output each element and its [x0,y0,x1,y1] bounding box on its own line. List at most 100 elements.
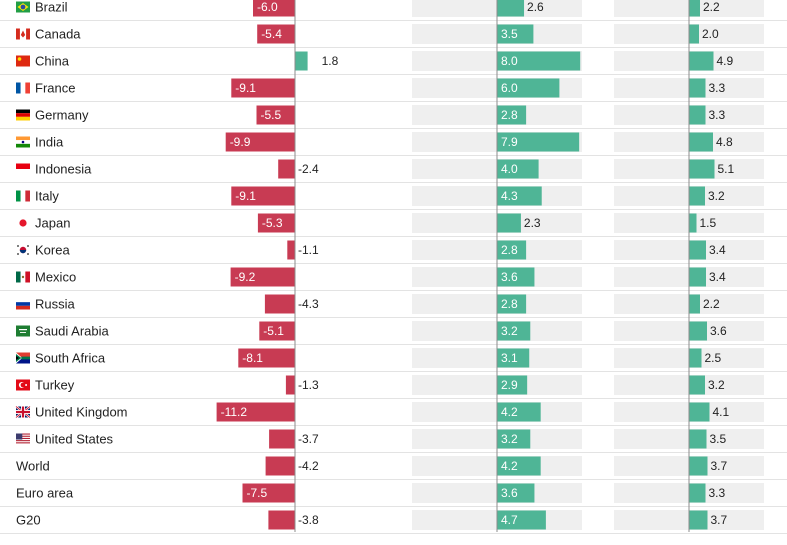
bar [216,402,295,422]
data-label: 3.5 [501,27,518,41]
bar [497,132,580,152]
bar [497,321,531,341]
bar [278,159,295,179]
country-label: United States [35,432,114,447]
bar [230,267,295,287]
bar [264,294,295,314]
data-label: 3.4 [709,270,726,284]
bar [295,51,308,71]
country-label: Brazil [35,0,68,15]
united-kingdom-flag-icon [15,405,31,419]
data-label: 5.1 [718,162,735,176]
data-label: 4.9 [717,54,734,68]
country-label: France [35,81,75,96]
country-label: Germany [35,108,89,123]
country-label: China [35,54,70,69]
bar [253,0,295,17]
bar [497,240,527,260]
bar [497,402,541,422]
row-label: Mexico [16,270,76,285]
country-label: United Kingdom [35,405,128,420]
data-label: -9.1 [235,81,256,95]
row-label: Indonesia [16,162,92,177]
row-label: Saudi Arabia [16,324,109,339]
bar [689,510,708,530]
row-label: Germany [16,108,89,123]
data-label: 3.3 [709,108,726,122]
country-label: Indonesia [35,162,92,177]
data-label: -11.2 [221,405,248,419]
bar [497,159,539,179]
bar [689,213,697,233]
data-label: -5.5 [261,108,282,122]
aggregate-label: G20 [16,513,41,528]
bar [497,483,535,503]
data-label: -5.1 [263,324,284,338]
bar [497,375,528,395]
country-label: Saudi Arabia [35,324,109,339]
row-label: Japan [19,216,70,231]
data-label: 1.5 [700,216,717,230]
bar [689,375,705,395]
data-label: 4.3 [501,189,518,203]
country-label: Russia [35,297,76,312]
data-label: 1.8 [322,54,339,68]
bar [497,348,530,368]
bar [265,456,295,476]
bar [689,348,702,368]
data-label: -2.4 [298,162,319,176]
china-flag-icon [16,55,30,67]
data-label: -3.8 [298,513,319,527]
row-label: South Africa [16,351,106,366]
data-label: -9.1 [235,189,256,203]
bar [689,132,713,152]
bar [689,105,706,125]
data-label: -7.5 [247,486,268,500]
germany-flag-icon [16,109,30,121]
data-label: -1.3 [298,378,319,392]
data-label: 3.2 [501,432,518,446]
saudi-arabia-flag-icon [16,325,30,337]
korea-flag-icon [16,244,30,256]
data-label: 3.2 [708,378,725,392]
data-label: 3.4 [709,243,726,257]
india-flag-icon [16,136,30,148]
row-label: United States [16,432,114,447]
row-label: Turkey [16,378,75,393]
bar [269,429,295,449]
data-label: 4.0 [501,162,518,176]
data-label: 4.2 [501,459,518,473]
bar [497,213,521,233]
bar [689,51,714,71]
bar [689,456,708,476]
data-label: 2.0 [702,27,719,41]
bar [285,375,295,395]
data-label: -4.3 [298,297,319,311]
data-label: 4.8 [716,135,733,149]
bar [257,24,295,44]
data-label: 7.9 [501,135,518,149]
bar [225,132,295,152]
data-label: 3.7 [711,459,728,473]
data-label: 3.6 [710,324,727,338]
data-label: 2.3 [524,216,541,230]
bar [689,240,706,260]
bar [689,186,705,206]
bar [259,321,295,341]
russia-flag-icon [16,298,30,310]
data-label: -1.1 [298,243,319,257]
bar [689,267,706,287]
data-label: -4.2 [298,459,319,473]
bar [231,186,295,206]
row-label: World [16,459,50,474]
data-label: -5.4 [261,27,282,41]
bar [497,267,535,287]
bar [689,402,710,422]
bar [497,186,542,206]
row-label: G20 [16,513,41,528]
data-label: 3.6 [501,270,518,284]
data-label: 4.7 [501,513,518,527]
south-africa-flag-icon [16,352,30,364]
data-label: -6.0 [257,0,278,14]
